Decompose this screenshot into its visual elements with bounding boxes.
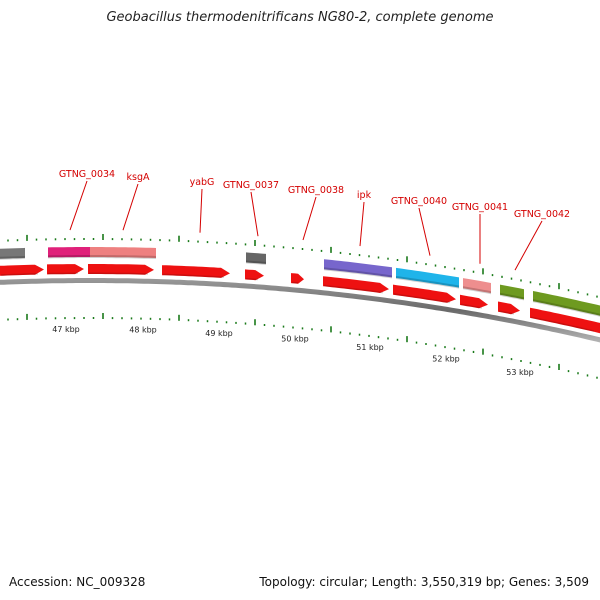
kbp-labels: 47 kbp 48 kbp 49 kbp 50 kbp 51 kbp 52 kbp 53 k… [52,325,534,377]
feature-box [463,278,491,294]
kbp-label: 53 kbp [506,368,534,377]
feature-box [90,247,156,258]
feature-box-shade [396,276,459,289]
label-leader-line [359,201,365,247]
gene-label: GTNG_0037 [223,180,279,191]
cds-arrow [393,284,456,303]
label-leader-line [199,188,203,233]
feature-track [0,247,600,317]
topology-summary: Topology: circular; Length: 3,550,319 bp… [259,575,589,589]
feature-box [0,247,25,259]
genome-backbone [0,278,600,343]
gene-label: GTNG_0038 [288,185,344,196]
cds-arrow-shade [1,273,38,276]
label-leader-line [302,196,317,241]
feature-box [324,259,392,278]
cds-arrow [530,307,600,334]
cds-arrow [88,264,154,275]
feature-box-shade [533,299,600,317]
cds-arrow-shade [246,278,258,281]
feature-box-shade [500,292,524,301]
cds-arrow-shade [394,293,450,304]
gene-label: GTNG_0041 [452,202,508,213]
cds-arrow-shade [292,281,298,284]
kbp-label: 48 kbp [129,326,157,335]
cds-arrow [0,264,44,276]
feature-box [48,247,90,258]
feature-box-shade [48,255,90,259]
gene-labels: GTNG_0034 ksgA yabG GTNG_0037 GTNG_0038 ipk GT… [59,169,570,271]
cds-arrow-shade [531,316,594,332]
feature-box [246,252,266,264]
gene-label: ksgA [127,172,150,183]
feature-box [396,267,459,288]
feature-box-shade [324,267,392,279]
label-leader-line [69,180,88,231]
feature-box-shade [0,255,25,260]
kbp-label: 52 kbp [432,354,460,363]
feature-box [533,291,600,316]
kbp-label: 47 kbp [52,325,80,334]
cds-arrow [460,294,488,309]
cds-track [0,264,600,334]
label-leader-line [122,183,139,231]
gene-label: yabG [190,177,215,188]
feature-box-shade [463,286,491,295]
cds-arrow [162,265,230,278]
backbone-arc [0,278,600,343]
cds-arrow [245,269,264,281]
cds-arrow-shade [48,272,78,275]
map-title: Geobacillus thermodenitrificans NG80-2, … [106,10,494,25]
cds-arrow-shade [324,284,383,294]
cds-arrow [323,276,389,293]
cds-arrow [291,273,304,284]
label-leader-line [418,207,431,256]
cds-arrow-shade [461,303,482,309]
gene-label: GTNG_0034 [59,169,115,180]
kbp-label: 50 kbp [281,335,309,344]
cds-arrow-shade [89,272,148,275]
cds-arrow [498,301,520,315]
cds-arrow [47,264,84,275]
label-leader-line [250,191,259,237]
label-leader-line [514,220,543,271]
feature-box-shade [246,260,266,265]
gene-label: GTNG_0042 [514,209,570,220]
gene-label: ipk [357,190,372,201]
gene-label: GTNG_0040 [391,196,447,207]
kbp-label: 51 kbp [356,343,384,352]
tick-marks [7,234,598,379]
accession-text: Accession: NC_009328 [9,575,146,589]
feature-box-shade [90,255,156,259]
kbp-label: 49 kbp [205,329,233,338]
cds-arrow-shade [163,273,224,278]
feature-box [500,284,524,300]
cds-arrow-shade [499,310,514,315]
